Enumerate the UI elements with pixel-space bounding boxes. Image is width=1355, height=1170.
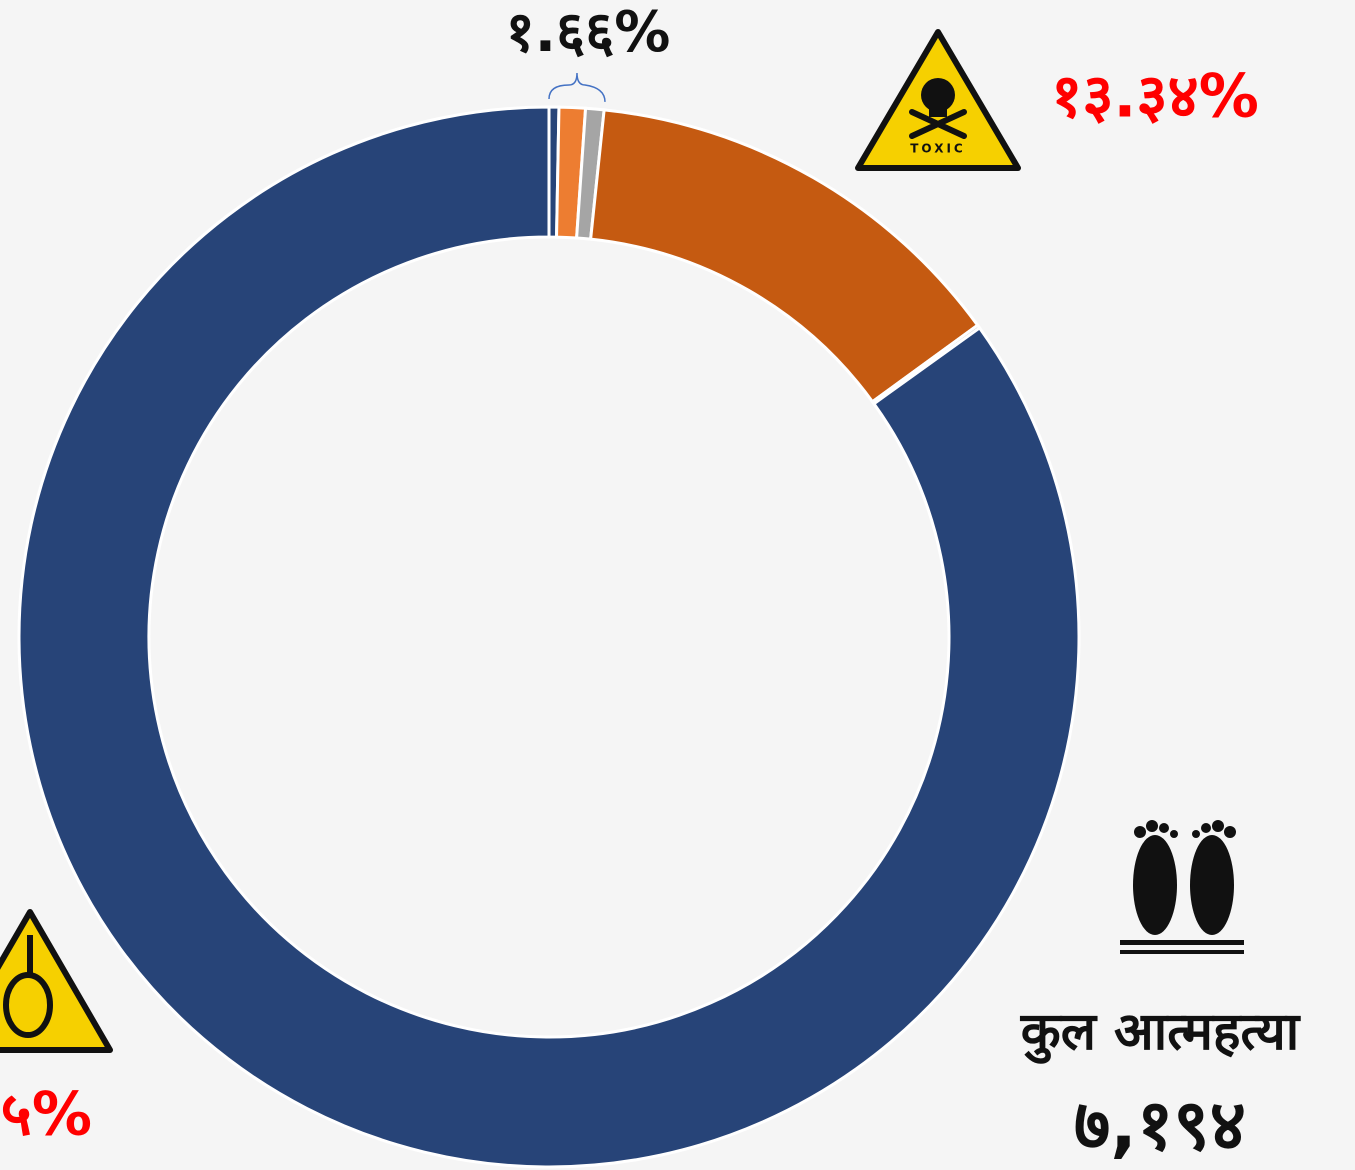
group-brace: [548, 72, 606, 102]
total-title: कुल आत्महत्या: [1020, 1002, 1302, 1064]
feet-icon: [1120, 820, 1244, 954]
toxic-icon: TOXIC: [855, 29, 1021, 171]
group-label: १.६६%: [506, 0, 671, 65]
value-label: ८५%: [0, 1080, 92, 1150]
total-value: ७,१९४: [1074, 1084, 1246, 1166]
slice: [17, 105, 1081, 1169]
value-label: १३.३४%: [1051, 62, 1259, 132]
noose-icon: [0, 909, 113, 1053]
svg-text:TOXIC: TOXIC: [910, 142, 965, 156]
